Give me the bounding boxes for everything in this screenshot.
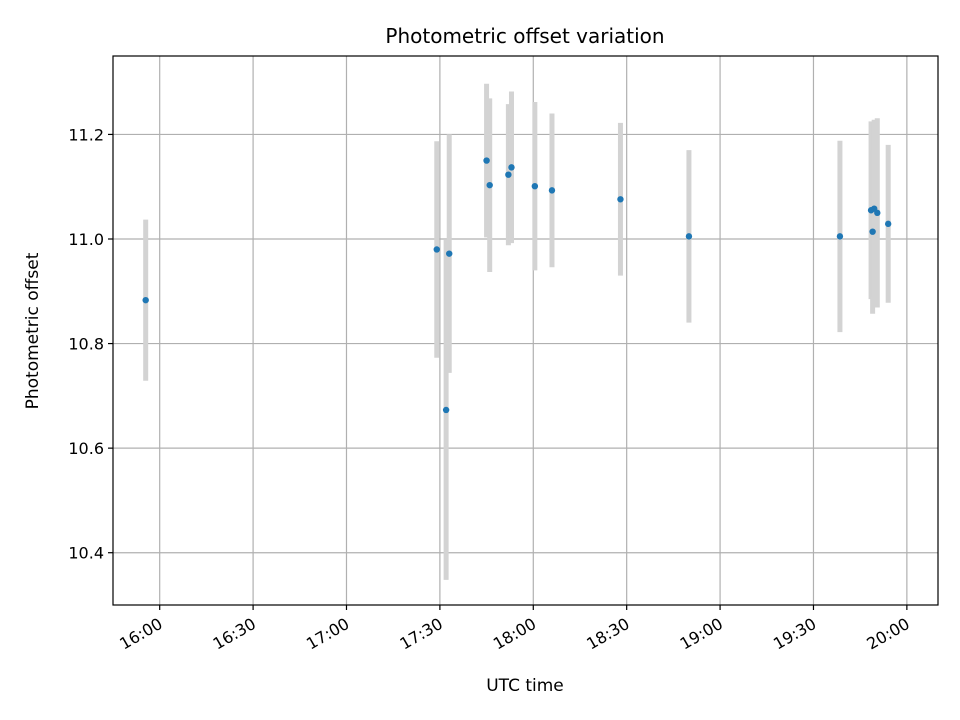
data-point — [685, 233, 693, 240]
data-point — [836, 233, 844, 240]
data-point — [617, 196, 624, 203]
data-point — [531, 182, 539, 190]
y-tick-label: 10.4 — [68, 544, 104, 563]
data-point — [874, 209, 881, 217]
grid — [113, 56, 938, 605]
data-point — [505, 171, 512, 178]
y-tick-label: 11.2 — [68, 125, 104, 144]
data-point — [869, 228, 876, 235]
y-tick-label: 10.6 — [68, 439, 104, 458]
plot-frame — [112, 55, 939, 606]
data-point — [433, 246, 440, 253]
data-point — [884, 220, 892, 228]
y-tick-label: 11.0 — [68, 230, 104, 249]
data-point — [483, 157, 490, 164]
data-point — [446, 250, 453, 257]
y-tick-label: 10.8 — [68, 335, 104, 354]
data-point — [508, 164, 515, 171]
x-axis-title: UTC time — [486, 676, 564, 696]
y-axis-title: Photometric offset — [23, 252, 43, 409]
data-point — [486, 181, 493, 189]
data-points — [142, 157, 892, 414]
chart-title: Photometric offset variation — [385, 24, 664, 48]
data-point — [142, 296, 149, 304]
data-point — [548, 187, 556, 194]
data-point — [442, 406, 450, 414]
